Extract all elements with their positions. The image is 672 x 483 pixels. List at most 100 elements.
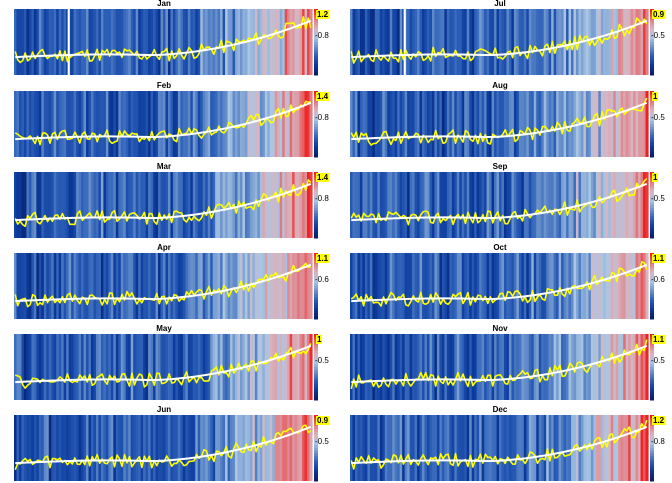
year-stripe	[623, 253, 627, 319]
year-stripe	[548, 91, 552, 157]
year-stripe	[26, 91, 30, 157]
year-stripe	[264, 334, 268, 400]
year-stripe	[210, 9, 214, 75]
year-stripe	[436, 91, 440, 157]
year-stripe	[623, 415, 627, 481]
year-stripe	[88, 415, 92, 481]
year-stripe	[397, 91, 401, 157]
year-stripe	[389, 334, 393, 400]
anomaly-series-line	[14, 100, 311, 146]
year-stripe	[185, 9, 189, 75]
year-stripe	[469, 172, 473, 238]
year-stripe	[404, 9, 408, 75]
year-stripe	[546, 91, 550, 157]
year-stripe	[506, 415, 510, 481]
panel-jul: Jul 0.9 -0.5	[350, 0, 672, 77]
year-stripe	[528, 172, 532, 238]
year-stripe	[100, 334, 104, 400]
year-stripe	[100, 415, 104, 481]
year-stripe	[362, 91, 366, 157]
year-stripe	[469, 253, 473, 319]
year-stripe	[446, 9, 450, 75]
colorbar-step	[314, 143, 318, 147]
year-stripe	[294, 415, 298, 481]
colorbar-step	[314, 113, 318, 117]
year-stripe	[200, 91, 204, 157]
year-stripe	[633, 9, 637, 75]
year-stripe	[294, 334, 298, 400]
year-stripe	[474, 334, 478, 400]
year-stripe	[422, 253, 426, 319]
colorbar-step	[314, 227, 318, 231]
year-stripe	[297, 415, 301, 481]
year-stripe	[297, 9, 301, 75]
year-stripe	[160, 415, 164, 481]
year-stripe	[369, 334, 373, 400]
colorbar-step	[314, 397, 318, 401]
year-stripe	[362, 334, 366, 400]
trend-line	[15, 344, 312, 384]
year-stripe	[424, 415, 428, 481]
year-stripe	[180, 9, 184, 75]
stripes-plot	[350, 172, 649, 238]
year-stripe	[551, 334, 555, 400]
year-stripe	[399, 91, 403, 157]
year-stripe	[526, 253, 530, 319]
colorbar-step	[650, 280, 654, 284]
stripes-plot	[14, 415, 313, 481]
year-stripe	[108, 9, 112, 75]
year-stripe	[593, 91, 597, 157]
year-stripe	[392, 91, 396, 157]
year-stripe	[489, 334, 493, 400]
year-stripe	[135, 9, 139, 75]
year-stripe	[21, 9, 25, 75]
year-stripe	[412, 253, 416, 319]
year-stripe	[26, 9, 30, 75]
colorbar-step	[650, 450, 654, 454]
year-stripe	[394, 334, 398, 400]
colorbar-step	[314, 218, 318, 222]
year-stripe	[43, 91, 47, 157]
year-stripe	[100, 91, 104, 157]
year-stripe	[192, 253, 196, 319]
year-stripe	[145, 334, 149, 400]
colorbar-step	[650, 380, 654, 384]
year-stripe	[145, 415, 149, 481]
year-stripe	[302, 9, 306, 75]
year-stripe	[155, 91, 159, 157]
colorbar-step	[650, 28, 654, 32]
year-stripe	[526, 334, 530, 400]
year-stripe	[95, 334, 100, 400]
year-stripe	[192, 172, 196, 238]
year-stripe	[414, 91, 418, 157]
year-stripe	[551, 172, 555, 238]
year-stripe	[613, 9, 617, 75]
year-stripe	[48, 253, 52, 319]
year-stripe	[441, 334, 445, 400]
year-stripe	[103, 334, 107, 400]
year-stripe	[352, 415, 356, 481]
year-stripe	[197, 253, 201, 319]
year-stripe	[95, 91, 100, 157]
trend-line	[351, 182, 648, 222]
panel-jan: Jan 1.2 -0.8	[14, 0, 344, 77]
year-stripe	[546, 9, 550, 75]
year-stripe	[454, 172, 458, 238]
year-stripe	[444, 172, 448, 238]
year-stripe	[71, 253, 75, 319]
year-stripe	[160, 334, 164, 400]
year-stripe	[419, 172, 423, 238]
year-stripe	[397, 253, 401, 319]
year-stripe	[259, 253, 263, 319]
year-stripe	[486, 9, 490, 75]
year-stripe	[46, 91, 50, 157]
year-stripe	[123, 91, 127, 157]
year-stripe	[414, 9, 418, 75]
year-stripe	[230, 253, 234, 319]
colorbar-step	[314, 151, 318, 155]
year-stripe	[379, 91, 383, 157]
year-stripe	[90, 415, 95, 481]
colorbar-step	[314, 353, 318, 357]
year-stripe	[464, 253, 468, 319]
